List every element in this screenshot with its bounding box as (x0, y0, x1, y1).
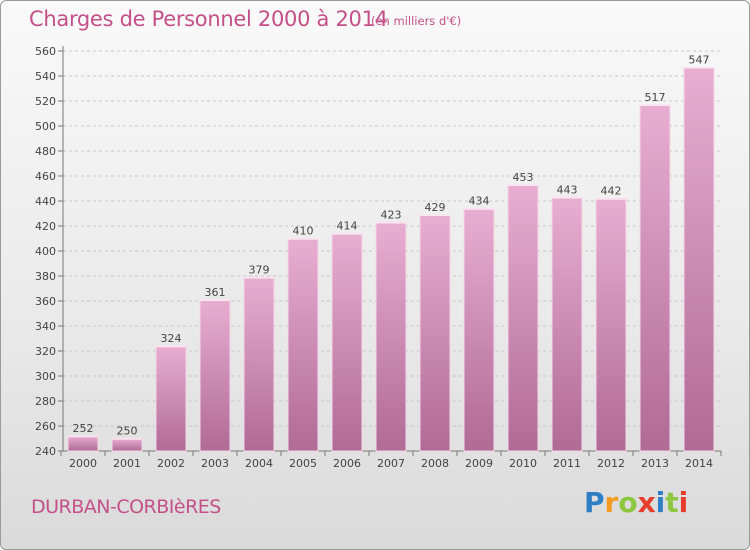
data-label-2006: 414 (337, 220, 358, 233)
x-tick-label-2003: 2003 (201, 457, 229, 470)
y-tick-label: 560 (35, 45, 56, 58)
y-tick-label: 300 (35, 370, 56, 383)
bar-2002 (155, 345, 187, 452)
logo-letter: r (604, 486, 619, 519)
x-tick-label-2005: 2005 (289, 457, 317, 470)
logo-letter: P (584, 486, 605, 519)
bar-2008 (419, 214, 451, 452)
logo-letter: o (618, 486, 638, 519)
bar-2014 (683, 66, 715, 452)
bar-2012 (595, 198, 627, 452)
data-label-2002: 324 (161, 332, 182, 345)
bar-2000 (67, 435, 99, 452)
data-label-2011: 443 (557, 183, 578, 196)
y-tick-label: 500 (35, 120, 56, 133)
y-tick-label: 340 (35, 320, 56, 333)
bar-2011 (551, 196, 583, 452)
bar-2007 (375, 221, 407, 452)
y-tick-label: 240 (35, 445, 56, 458)
y-tick-label: 360 (35, 295, 56, 308)
x-tick-label-2006: 2006 (333, 457, 361, 470)
x-tick-label-2014: 2014 (685, 457, 713, 470)
bar-2003 (199, 299, 231, 452)
x-tick-label-2013: 2013 (641, 457, 669, 470)
data-label-2014: 547 (689, 53, 710, 66)
data-label-2009: 434 (469, 195, 490, 208)
chart-title: Charges de Personnel 2000 à 2014 (29, 7, 388, 31)
x-tick-label-2008: 2008 (421, 457, 449, 470)
y-tick-label: 260 (35, 420, 56, 433)
proxiti-logo: Proxiti (584, 486, 688, 519)
logo-letter: i (655, 486, 666, 519)
chart-unit: (en milliers d'€) (371, 14, 462, 28)
data-label-2010: 453 (513, 171, 534, 184)
bar-2009 (463, 208, 495, 452)
bar-2013 (639, 104, 671, 452)
x-tick-label-2002: 2002 (157, 457, 185, 470)
x-tick-label-2001: 2001 (113, 457, 141, 470)
data-label-2000: 252 (73, 422, 94, 435)
data-label-2005: 410 (293, 225, 314, 238)
y-tick-label: 440 (35, 195, 56, 208)
y-tick-label: 520 (35, 95, 56, 108)
bars (67, 66, 715, 452)
data-label-2007: 423 (381, 208, 402, 221)
data-label-2008: 429 (425, 201, 446, 214)
bar-2004 (243, 276, 275, 452)
logo-letter: t (665, 486, 679, 519)
data-labels: 252 250 324 361 379 410 414 423 429 434 453 443 442 5… (73, 53, 710, 437)
bar-2006 (331, 233, 363, 452)
y-tick-label: 540 (35, 70, 56, 83)
bar-2001 (111, 438, 143, 452)
bar-2005 (287, 238, 319, 452)
axes: 240 260 280 300 320 340 360 380 400 420 440 460 480 5… (35, 45, 722, 470)
y-tick-label: 460 (35, 170, 56, 183)
data-label-2013: 517 (645, 91, 666, 104)
logo-letter: i (678, 486, 689, 519)
y-tick-label: 480 (35, 145, 56, 158)
x-tick-label-2009: 2009 (465, 457, 493, 470)
data-label-2001: 250 (117, 425, 138, 438)
bar-2010 (507, 184, 539, 452)
x-tick-label-2011: 2011 (553, 457, 581, 470)
x-tick-label-2004: 2004 (245, 457, 273, 470)
data-label-2004: 379 (249, 263, 270, 276)
x-tick-label-2010: 2010 (509, 457, 537, 470)
y-tick-label: 420 (35, 220, 56, 233)
data-label-2003: 361 (205, 286, 226, 299)
x-tick-label-2007: 2007 (377, 457, 405, 470)
data-label-2012: 442 (601, 185, 622, 198)
x-tick-label-2012: 2012 (597, 457, 625, 470)
y-tick-label: 400 (35, 245, 56, 258)
commune-name: DURBAN-CORBIèRES (31, 496, 221, 518)
y-tick-label: 280 (35, 395, 56, 408)
y-tick-label: 380 (35, 270, 56, 283)
logo-letter: x (637, 486, 656, 519)
y-tick-label: 320 (35, 345, 56, 358)
x-tick-label-2000: 2000 (69, 457, 97, 470)
